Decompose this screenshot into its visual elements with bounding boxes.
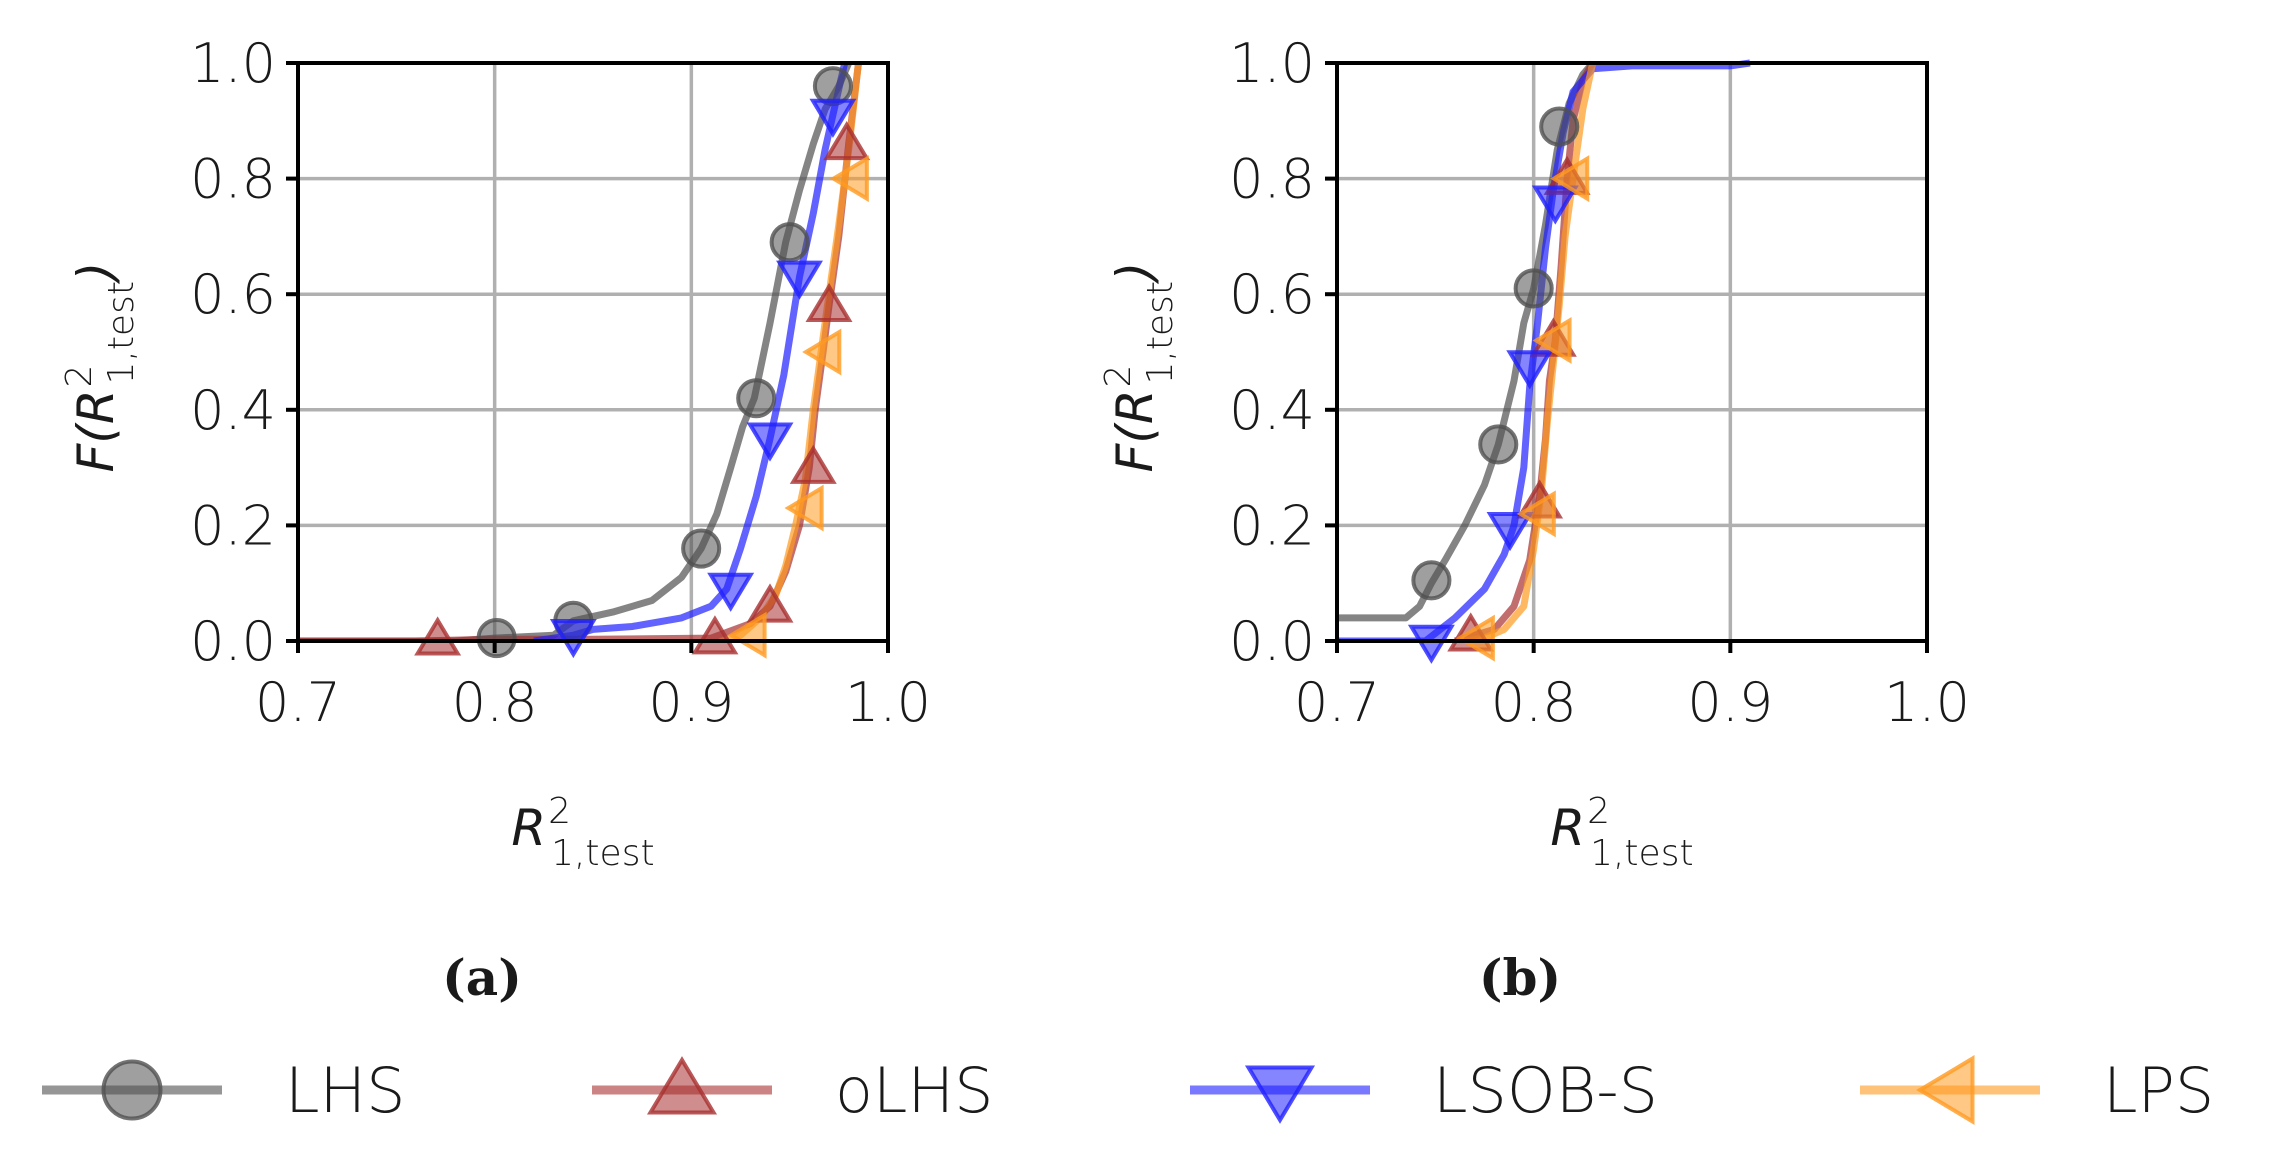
data-point-lps bbox=[829, 155, 869, 203]
data-point-lhs bbox=[476, 618, 517, 659]
legend-label: oLHS bbox=[835, 1054, 993, 1127]
data-point-lps bbox=[802, 328, 842, 376]
data-point-lsob-s bbox=[776, 260, 823, 300]
series-line-lhs bbox=[298, 61, 852, 643]
legend-marker-lhs bbox=[101, 1059, 163, 1121]
data-point-olhs bbox=[746, 583, 794, 623]
y-tick-label: 1.0 bbox=[1229, 32, 1315, 95]
data-point-lhs bbox=[1513, 268, 1554, 309]
x-tick-label: 0.9 bbox=[648, 671, 734, 734]
legend: LHS oLHS LSOB-S LPS bbox=[42, 1054, 2214, 1127]
data-point-olhs bbox=[414, 616, 462, 656]
plot-frame bbox=[1335, 61, 1929, 643]
data-point-lsob-s bbox=[1506, 350, 1554, 390]
panel-b-label: (b) bbox=[1479, 948, 1561, 1007]
legend-label: LHS bbox=[285, 1054, 406, 1127]
x-tick-label: 0.8 bbox=[1491, 671, 1577, 734]
data-point-lps bbox=[1550, 155, 1590, 203]
data-point-olhs bbox=[805, 282, 853, 323]
legend-marker-olhs bbox=[646, 1056, 718, 1115]
y-tick-label: 1.0 bbox=[190, 32, 276, 95]
panel-a-label: (a) bbox=[442, 948, 522, 1007]
data-point-lhs bbox=[1478, 424, 1519, 465]
legend-item-lsob-s: LSOB-S bbox=[1190, 1054, 1658, 1127]
y-tick-label: 0.0 bbox=[190, 610, 276, 673]
data-point-lhs bbox=[769, 222, 810, 263]
x-tick-label: 1.0 bbox=[845, 671, 931, 734]
data-point-lsob-s bbox=[707, 572, 755, 612]
data-point-lps bbox=[1532, 316, 1572, 364]
y-tick-label: 0.6 bbox=[1229, 263, 1315, 326]
y-tick-label: 0.6 bbox=[190, 263, 276, 326]
data-point-lhs bbox=[1411, 560, 1452, 601]
y-axis-label: F(R21,test) bbox=[59, 262, 142, 473]
data-point-lps bbox=[727, 611, 767, 659]
data-point-lsob-s bbox=[746, 422, 794, 462]
legend-label: LSOB-S bbox=[1433, 1054, 1658, 1127]
legend-label: LPS bbox=[2103, 1054, 2214, 1127]
data-point-lsob-s bbox=[1531, 185, 1579, 225]
plot-frame bbox=[296, 61, 890, 643]
y-tick-label: 0.4 bbox=[1229, 379, 1315, 442]
y-tick-label: 0.0 bbox=[1229, 610, 1315, 673]
y-axis-label: F(R21,test) bbox=[1098, 262, 1181, 473]
legend-marker-lsob-s bbox=[1244, 1065, 1316, 1124]
data-point-lps bbox=[784, 484, 824, 532]
data-point-lsob-s bbox=[1407, 624, 1455, 664]
data-point-lps bbox=[1516, 490, 1556, 538]
x-tick-label: 1.0 bbox=[1884, 671, 1970, 734]
series-line-lsob-s bbox=[533, 62, 849, 643]
y-tick-label: 0.8 bbox=[1229, 148, 1315, 211]
legend-marker-lps bbox=[1916, 1054, 1975, 1126]
data-point-olhs bbox=[691, 615, 739, 655]
y-tick-label: 0.8 bbox=[190, 148, 276, 211]
x-tick-label: 0.7 bbox=[1294, 671, 1380, 734]
series-line-lsob-s bbox=[1337, 59, 1751, 643]
data-point-lsob-s bbox=[809, 98, 857, 138]
panel-b: 0.7 0.8 0.9 1.0 0.0 0.2 0.4 0.6 0.8 1.0 R2 1,test F(… bbox=[1098, 32, 1970, 874]
x-axis-label: R2 1,test bbox=[1550, 791, 1693, 874]
y-tick-label: 0.2 bbox=[190, 494, 276, 557]
data-point-olhs bbox=[789, 444, 837, 484]
panel-a: 0.7 0.8 0.9 1.0 0.0 0.2 0.4 0.6 0.8 1.0 R2 1,test F(… bbox=[59, 32, 931, 874]
data-point-olhs bbox=[823, 121, 871, 161]
y-tick-label: 0.4 bbox=[190, 379, 276, 442]
data-point-lhs bbox=[812, 66, 853, 107]
series-line-olhs bbox=[298, 62, 862, 643]
data-point-lsob-s bbox=[1486, 512, 1534, 552]
x-tick-label: 0.7 bbox=[255, 671, 341, 734]
x-axis-label: R2 1,test bbox=[511, 791, 654, 874]
data-point-lps bbox=[1455, 614, 1495, 662]
legend-item-olhs: oLHS bbox=[592, 1054, 993, 1127]
data-point-lhs bbox=[1539, 106, 1580, 147]
x-tick-label: 0.8 bbox=[452, 671, 538, 734]
x-tick-label: 0.9 bbox=[1687, 671, 1773, 734]
data-point-lhs bbox=[681, 528, 722, 569]
legend-item-lhs: LHS bbox=[42, 1054, 406, 1127]
data-point-lhs bbox=[736, 378, 777, 419]
data-point-lsob-s bbox=[549, 618, 597, 659]
legend-item-lps: LPS bbox=[1860, 1054, 2214, 1127]
y-tick-label: 0.2 bbox=[1229, 494, 1315, 557]
